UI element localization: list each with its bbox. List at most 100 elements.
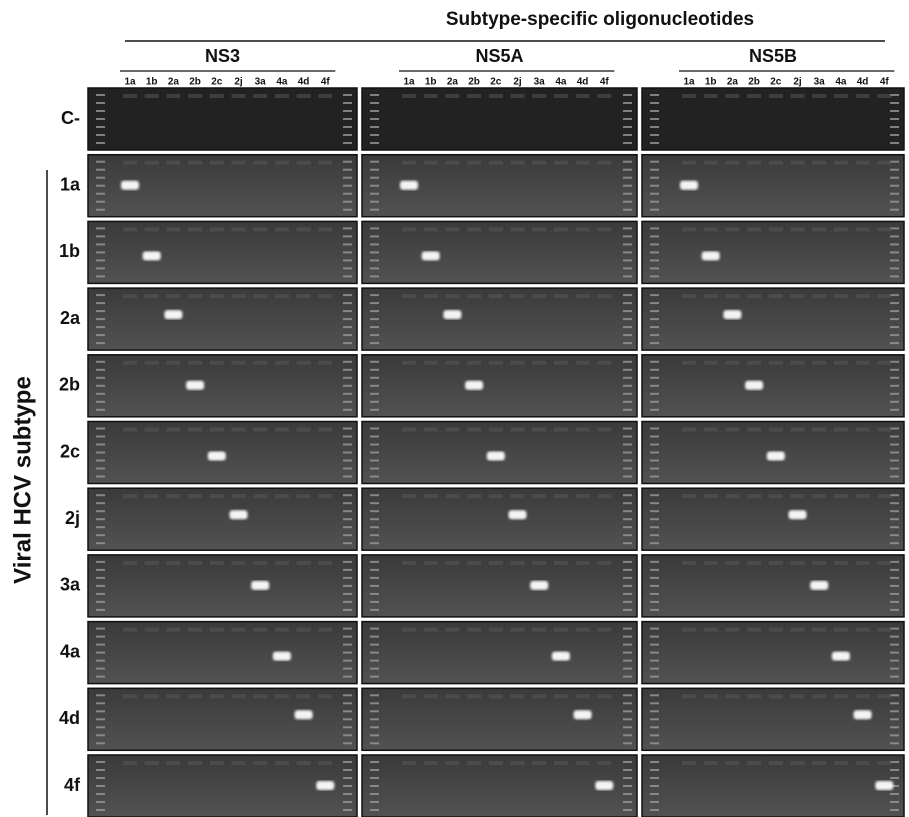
ladder-band	[96, 769, 105, 771]
ladder-band	[650, 142, 659, 144]
ladder-band	[890, 428, 899, 430]
well	[812, 294, 826, 298]
lane-label: 1a	[403, 77, 415, 88]
well	[877, 428, 891, 432]
well	[166, 761, 180, 765]
well	[597, 494, 611, 498]
ladder-band	[623, 777, 632, 779]
ladder-band	[370, 694, 379, 696]
well	[275, 428, 289, 432]
ladder-band	[343, 660, 352, 662]
ladder-band	[96, 409, 105, 411]
ladder-band	[96, 318, 105, 320]
well	[554, 294, 568, 298]
band	[186, 381, 204, 390]
band	[595, 781, 613, 790]
well	[318, 694, 332, 698]
ladder-band	[623, 644, 632, 646]
ladder-band	[650, 569, 659, 571]
band	[680, 181, 698, 190]
ladder-band	[623, 342, 632, 344]
ladder-band	[343, 676, 352, 678]
well	[682, 694, 696, 698]
ladder-band	[890, 718, 899, 720]
well	[445, 294, 459, 298]
ladder-band	[623, 334, 632, 336]
ladder-band	[650, 401, 659, 403]
well	[275, 361, 289, 365]
well	[597, 361, 611, 365]
ladder-band	[623, 494, 632, 496]
well	[424, 227, 438, 231]
well	[725, 361, 739, 365]
well	[747, 161, 761, 165]
well	[253, 694, 267, 698]
ladder-band	[96, 401, 105, 403]
well	[275, 694, 289, 698]
well	[424, 94, 438, 98]
ladder-band	[623, 710, 632, 712]
ladder-band	[343, 609, 352, 611]
ladder-band	[370, 294, 379, 296]
ladder-band	[623, 676, 632, 678]
row-label: 2j	[65, 508, 80, 528]
well	[834, 494, 848, 498]
ladder-band	[650, 444, 659, 446]
ladder-band	[650, 593, 659, 595]
ladder-band	[343, 126, 352, 128]
ladder-band	[890, 476, 899, 478]
ladder-band	[96, 710, 105, 712]
well	[576, 227, 590, 231]
row-label: 2a	[60, 308, 81, 328]
ladder-band	[370, 428, 379, 430]
panel-title: NS3	[205, 46, 240, 66]
ladder-band	[650, 436, 659, 438]
well	[467, 761, 481, 765]
band	[574, 710, 592, 719]
well	[275, 761, 289, 765]
ladder-band	[623, 369, 632, 371]
ladder-band	[96, 726, 105, 728]
well	[769, 694, 783, 698]
ladder-band	[890, 510, 899, 512]
well	[424, 294, 438, 298]
well	[725, 94, 739, 98]
ladder-band	[96, 393, 105, 395]
well	[791, 428, 805, 432]
ladder-band	[623, 227, 632, 229]
well	[769, 161, 783, 165]
well	[747, 694, 761, 698]
band	[702, 251, 720, 260]
ladder-band	[370, 243, 379, 245]
well	[253, 428, 267, 432]
well	[232, 94, 246, 98]
well	[704, 561, 718, 565]
well	[232, 428, 246, 432]
ladder-band	[343, 118, 352, 120]
well	[576, 161, 590, 165]
ladder-band	[890, 742, 899, 744]
well	[856, 294, 870, 298]
row-label: 2b	[59, 375, 80, 395]
well	[145, 294, 159, 298]
ladder-band	[343, 577, 352, 579]
ladder-band	[370, 161, 379, 163]
well	[704, 628, 718, 632]
ladder-band	[96, 742, 105, 744]
ladder-band	[370, 476, 379, 478]
lane-label: 4a	[555, 77, 567, 88]
ladder-band	[623, 542, 632, 544]
ladder-band	[890, 142, 899, 144]
ladder-band	[650, 294, 659, 296]
ladder-band	[623, 235, 632, 237]
well	[812, 628, 826, 632]
well	[318, 94, 332, 98]
well	[597, 294, 611, 298]
ladder-band	[890, 102, 899, 104]
well	[188, 161, 202, 165]
ladder-band	[370, 185, 379, 187]
well	[532, 428, 546, 432]
ladder-band	[890, 460, 899, 462]
ladder-band	[623, 785, 632, 787]
well	[166, 227, 180, 231]
